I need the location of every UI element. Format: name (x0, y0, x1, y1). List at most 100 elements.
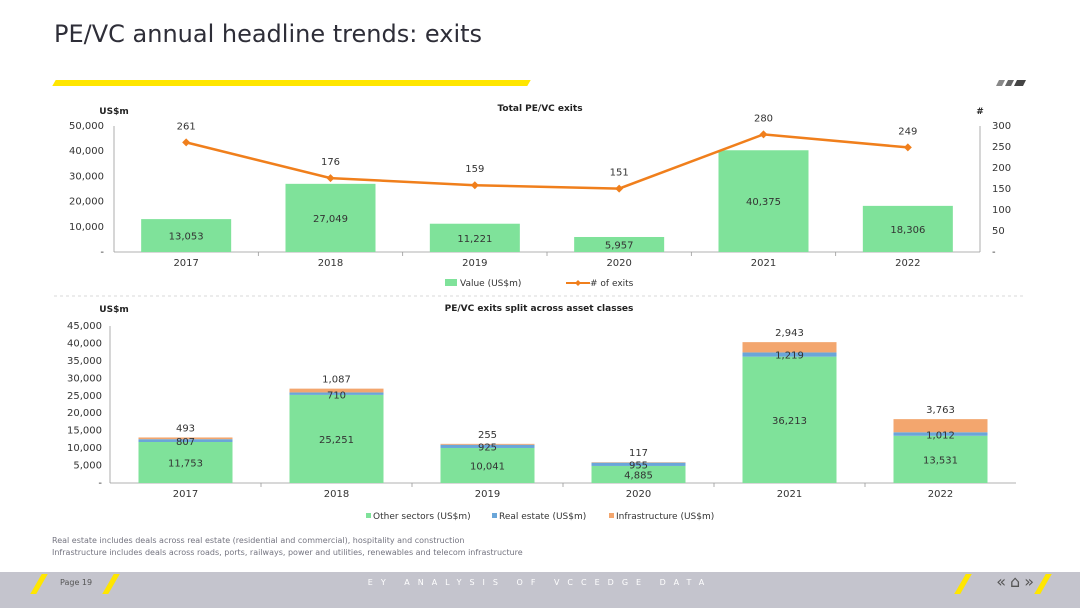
double-left-icon[interactable]: « (996, 572, 1007, 591)
chart2-xtick: 2017 (173, 489, 198, 500)
chart2-label-other: 4,885 (624, 470, 653, 481)
chart2-label-realestate: 710 (327, 390, 346, 401)
chart2-bar-segment (138, 439, 233, 442)
chart2-ytick: 5,000 (73, 461, 102, 472)
footnote-real-estate: Real estate includes deals across real e… (52, 536, 465, 545)
chart1-exits-point (182, 138, 191, 147)
chart2-legend-swatch (492, 513, 497, 518)
chart1-bar-label: 5,957 (605, 240, 634, 251)
chart1-ytick: 30,000 (69, 171, 104, 182)
decorative-marks (996, 80, 1026, 86)
chart1-exits-point (326, 174, 335, 183)
chart1-ytick: 40,000 (69, 146, 104, 157)
chart2-label-infra: 117 (629, 448, 648, 459)
chart2-label-infra: 3,763 (926, 405, 955, 416)
chart1-title: Total PE/VC exits (497, 104, 582, 114)
footer-caption: EY ANALYSIS OF VCCEDGE DATA (367, 578, 713, 587)
chart1-y2tick: 200 (992, 163, 1011, 174)
chart2-ytick: 35,000 (67, 356, 102, 367)
chart1-bar (429, 223, 520, 252)
chart2-label-infra: 1,087 (322, 375, 351, 386)
chart2-bar-segment (893, 432, 988, 436)
chart2-label-realestate: 1,012 (926, 430, 955, 441)
chart2-bar-segment (138, 441, 233, 483)
footnote-infrastructure: Infrastructure includes deals across roa… (52, 548, 523, 557)
chart1-bar-label: 40,375 (746, 197, 781, 208)
chart1-bar (574, 236, 665, 252)
chart1-ytick: 50,000 (69, 121, 104, 132)
chart1-legend-value: Value (US$m) (460, 279, 521, 289)
chart1-bar-label: 13,053 (169, 232, 204, 243)
chart1-exits-point (470, 181, 479, 190)
chart1-y2label: # (976, 107, 984, 117)
chart1-xtick: 2021 (751, 258, 776, 269)
chart1-xtick: 2017 (173, 258, 198, 269)
chart1-exits-label: 280 (754, 113, 773, 124)
page-number: Page 19 (60, 578, 93, 587)
chart1-bar (718, 150, 809, 252)
home-icon[interactable]: ⌂ (1010, 572, 1021, 591)
chart1-bar-label: 27,049 (313, 214, 348, 225)
chart1-xtick: 2022 (895, 258, 920, 269)
chart2-bar-segment (289, 388, 384, 393)
chart2-label-realestate: 955 (629, 461, 648, 472)
chart1-y2tick: - (992, 247, 996, 258)
chart2-bar-segment (742, 352, 837, 357)
chart2-label-other: 10,041 (470, 461, 505, 472)
chart2-legend-label: Infrastructure (US$m) (616, 512, 714, 522)
chart2-label-other: 36,213 (772, 416, 807, 427)
chart1-exits-line (185, 133, 908, 190)
chart1-exits-point (903, 143, 912, 152)
chart2-ytick: 10,000 (67, 443, 102, 454)
chart1-bar-label: 18,306 (890, 225, 925, 236)
chart1-y2tick: 250 (992, 142, 1011, 153)
chart2-ytick: 25,000 (67, 391, 102, 402)
double-right-icon[interactable]: » (1024, 572, 1034, 591)
chart2-ytick: 15,000 (67, 426, 102, 437)
chart2-ylabel: US$m (99, 305, 128, 315)
chart1-xtick: 2018 (318, 258, 343, 269)
chart2-label-realestate: 807 (176, 437, 195, 448)
chart1-xtick: 2019 (462, 258, 487, 269)
chart1-exits-label: 151 (610, 168, 629, 179)
chart1-exits-label: 249 (898, 126, 917, 137)
chart2-bar-segment (591, 462, 686, 466)
chart2-bar-segment (289, 394, 384, 483)
chart2-label-other: 13,531 (923, 455, 958, 466)
chart2-bar-segment (742, 342, 837, 353)
chart2-legend-swatch (366, 513, 371, 518)
chart1-xtick: 2020 (606, 258, 631, 269)
chart2-bar-segment (138, 437, 233, 440)
chart1-bar (141, 219, 232, 252)
chart2-label-infra: 255 (478, 430, 497, 441)
chart1-bar (862, 205, 953, 252)
chart2-bar-segment (893, 435, 988, 483)
chart2-label-realestate: 925 (478, 443, 497, 454)
chart1-exits-point (759, 130, 768, 139)
chart1-bar (285, 183, 376, 252)
chart1-exits-label: 176 (321, 157, 340, 168)
charts-canvas: US$m # Total PE/VC exits 50,000 40,000 30,000… (54, 104, 1026, 522)
chart2-label-realestate: 1,219 (775, 350, 804, 361)
footer: Page 19 EY ANALYSIS OF VCCEDGE DATA « ⌂ … (0, 572, 1080, 608)
chart1-y2tick: 300 (992, 121, 1011, 132)
chart2-ytick: 45,000 (67, 321, 102, 332)
chart1-exits-label: 159 (465, 164, 484, 175)
chart2-xtick: 2018 (324, 489, 349, 500)
chart2-bar-segment (289, 392, 384, 395)
chart2-ytick: 30,000 (67, 373, 102, 384)
chart1-exits-point (615, 184, 624, 193)
chart1-y2tick: 100 (992, 205, 1011, 216)
chart1-legend-exits: # of exits (590, 279, 634, 289)
chart2-label-other: 11,753 (168, 458, 203, 469)
chart1-bar-label: 11,221 (457, 234, 492, 245)
chart2-xtick: 2022 (928, 489, 953, 500)
chart2-legend-swatch (609, 513, 614, 518)
chart2-bar-segment (591, 465, 686, 483)
chart1-exits-label: 261 (177, 121, 196, 132)
chart2-label-infra: 2,943 (775, 328, 804, 339)
chart2-legend-label: Real estate (US$m) (499, 512, 586, 522)
chart1-ytick: - (100, 247, 104, 258)
chart2-xtick: 2019 (475, 489, 500, 500)
chart2-bar-segment (893, 419, 988, 433)
